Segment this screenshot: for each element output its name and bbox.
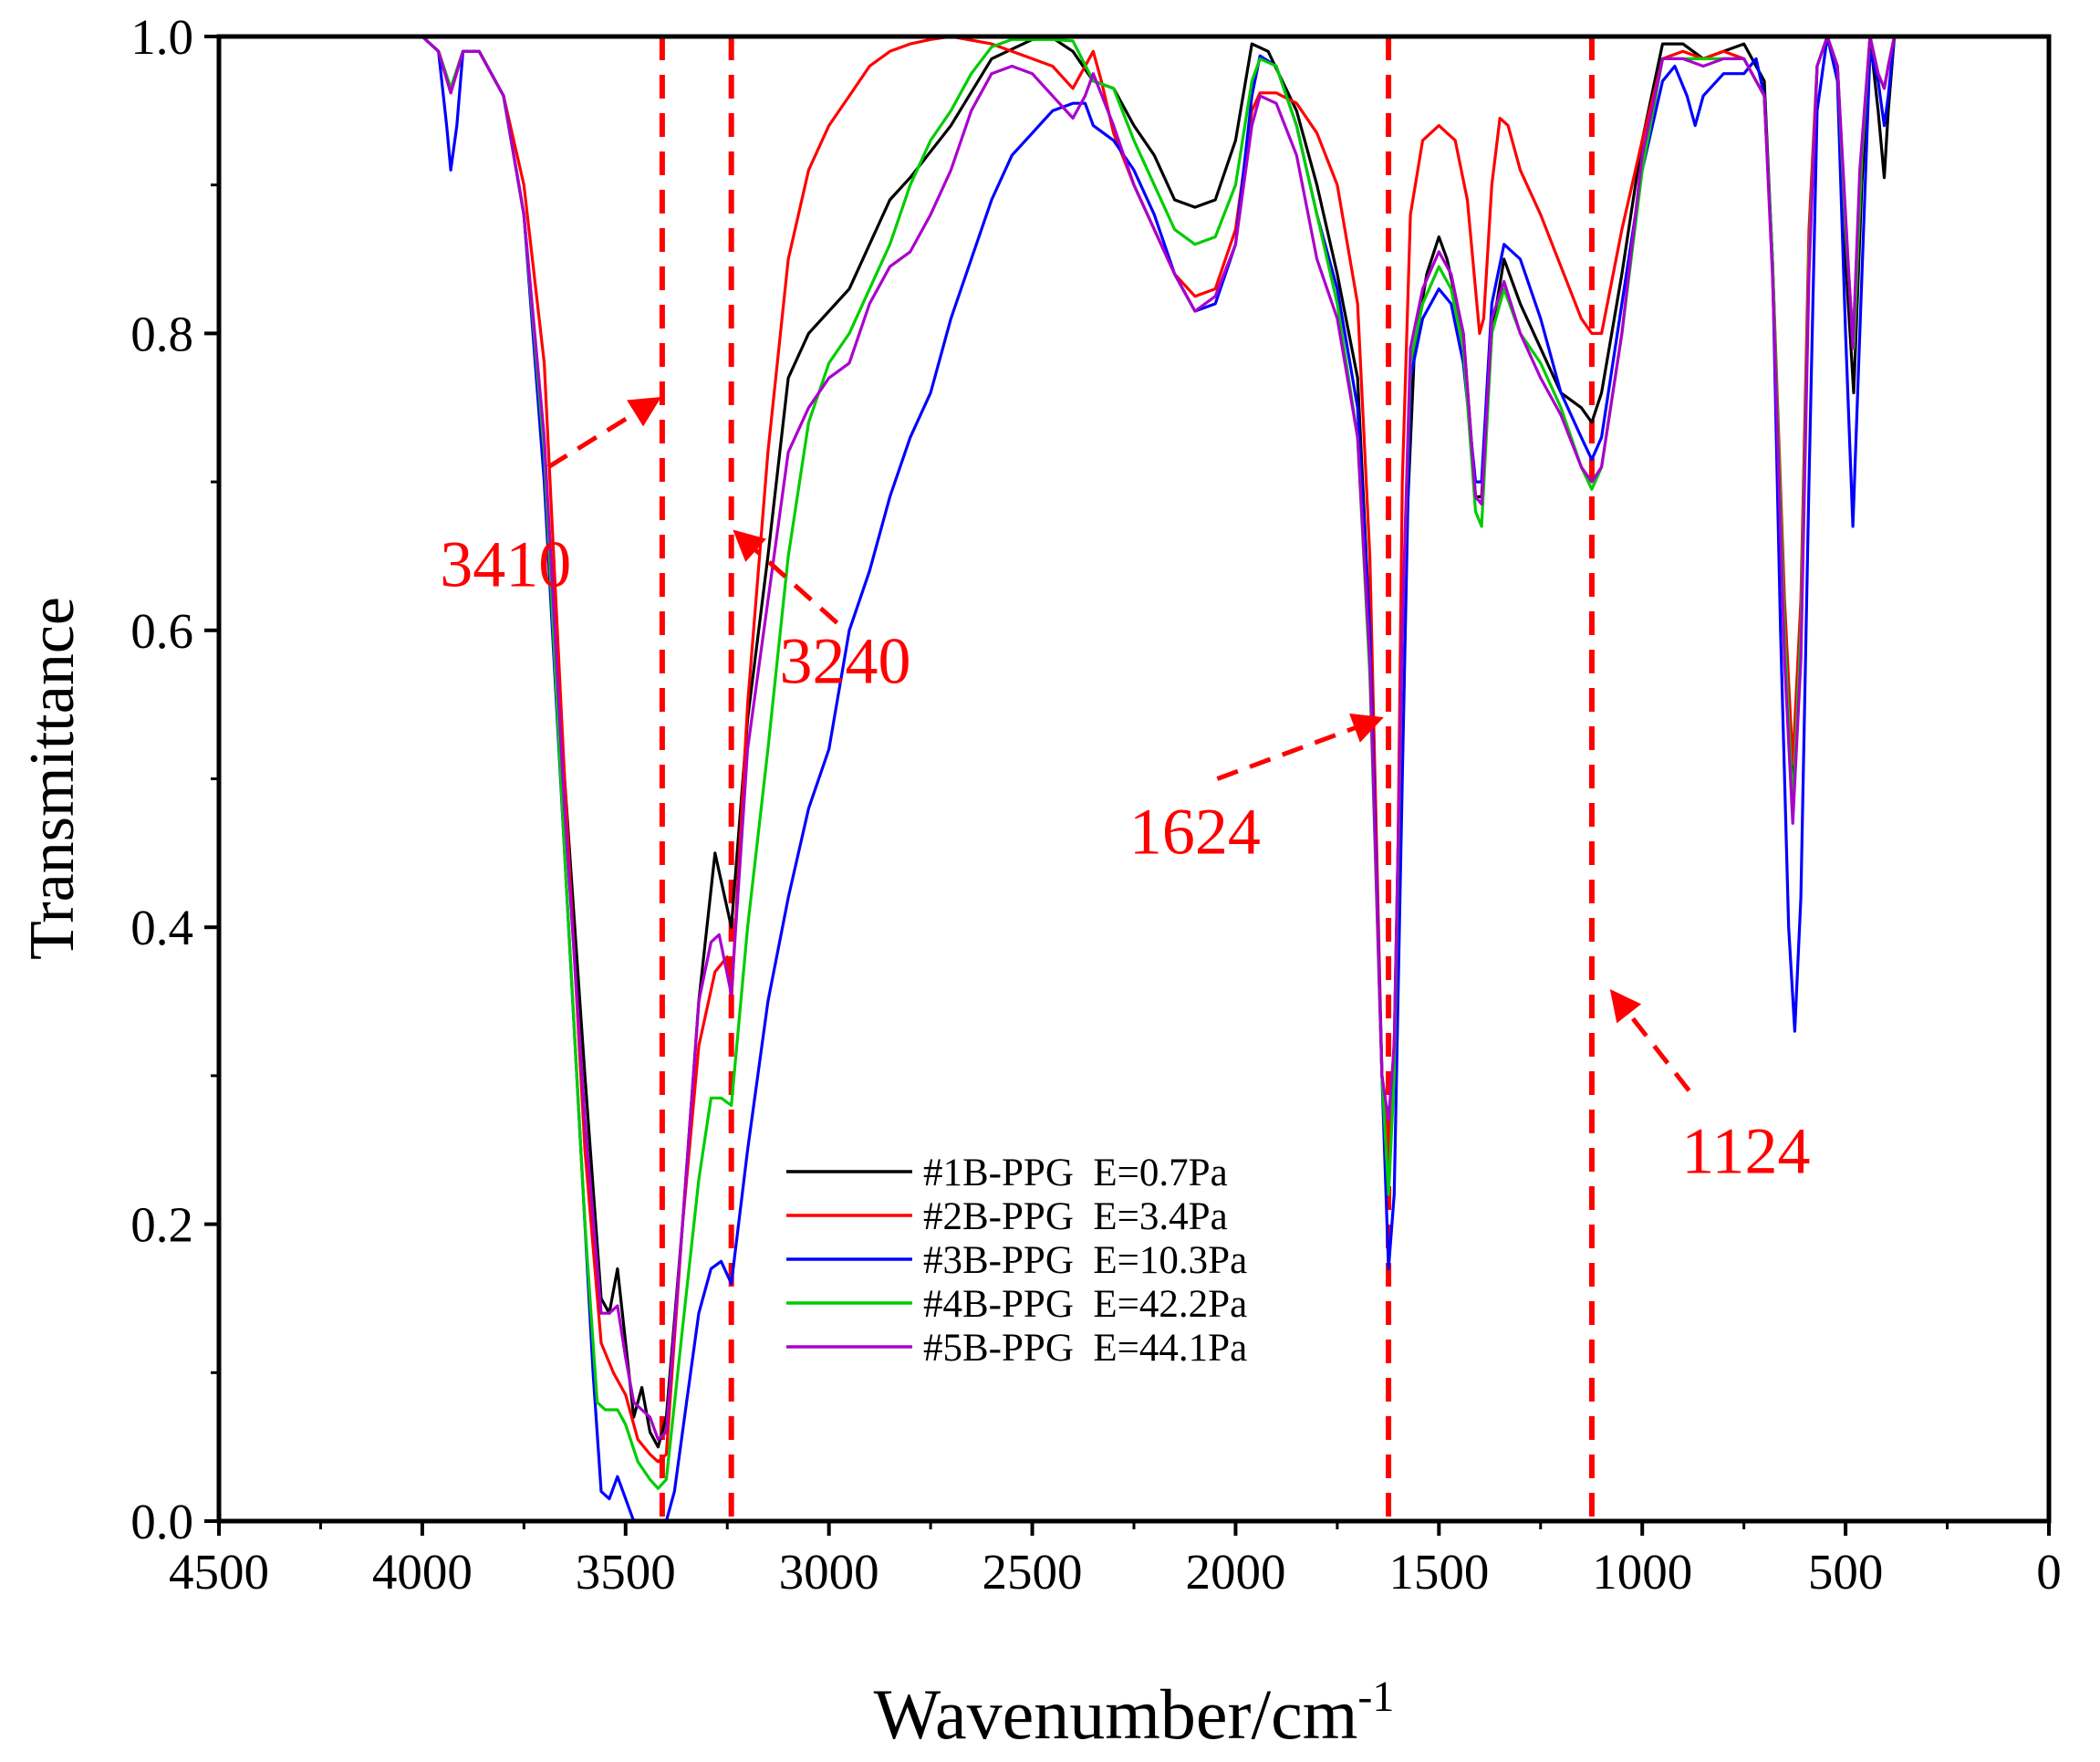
annotation-label-1124: 1124 (1681, 1114, 1810, 1187)
x-tick-label: 4500 (169, 1544, 269, 1600)
annotation-arrow-3240 (733, 529, 839, 625)
annotation-label-3410: 3410 (440, 528, 571, 601)
annotation-label-3240: 3240 (779, 624, 910, 697)
y-tick-label: 0.6 (130, 603, 193, 659)
legend-label-3b-ppg-e-10-3pa: #3B-PPG E=10.3Pa (923, 1239, 1247, 1282)
y-tick-label: 1.0 (130, 9, 193, 65)
x-tick-label: 2500 (982, 1544, 1083, 1600)
y-axis-ticks: 0.0 0.2 0.4 0.6 0.8 1.0 (130, 9, 219, 1549)
annotations: 3410 3240 1624 1124 (440, 397, 1811, 1187)
x-tick-label: 1500 (1388, 1544, 1489, 1600)
x-tick-label: 3500 (576, 1544, 676, 1600)
x-axis-ticks: 4500 4000 3500 3000 2500 2000 1500 1000 500 0 (169, 1521, 2062, 1600)
y-axis-title: Transmittance (17, 597, 88, 960)
x-tick-label: 1000 (1592, 1544, 1692, 1600)
x-tick-label: 3000 (779, 1544, 879, 1600)
x-tick-label: 500 (1808, 1544, 1884, 1600)
y-tick-label: 0.8 (130, 306, 193, 361)
x-axis-title-text: Wavenumber/cm (874, 1674, 1358, 1754)
x-tick-label: 4000 (372, 1544, 473, 1600)
legend-label-4b-ppg-e-42-2pa: #4B-PPG E=42.2Pa (923, 1283, 1247, 1326)
x-tick-label: 2000 (1185, 1544, 1285, 1600)
y-tick-label: 0.2 (130, 1197, 193, 1253)
legend-label-2b-ppg-e-3-4pa: #2B-PPG E=3.4Pa (923, 1195, 1228, 1238)
annotation-arrow-1624 (1216, 713, 1384, 781)
y-tick-label: 0.0 (130, 1494, 193, 1549)
legend: #1B-PPG E=0.7Pa#2B-PPG E=3.4Pa#3B-PPG E=… (786, 1152, 1247, 1370)
legend-label-1b-ppg-e-0-7pa: #1B-PPG E=0.7Pa (923, 1152, 1228, 1194)
x-tick-label: 0 (2036, 1544, 2062, 1600)
annotation-label-1624: 1624 (1129, 795, 1261, 868)
annotation-arrow-3410 (546, 397, 661, 469)
series-line-5b-ppg-e-44-1pa (421, 35, 1897, 1442)
x-axis-title-superscript: -1 (1357, 1673, 1394, 1721)
annotation-arrow-1124 (1609, 989, 1691, 1092)
y-tick-label: 0.4 (130, 900, 193, 955)
legend-label-5b-ppg-e-44-1pa: #5B-PPG E=44.1Pa (923, 1327, 1247, 1370)
x-axis-title: Wavenumber/cm-1 (874, 1673, 1395, 1754)
